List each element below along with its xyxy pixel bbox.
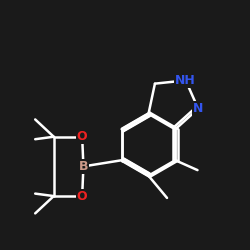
Text: O: O bbox=[77, 190, 88, 202]
Text: B: B bbox=[79, 160, 88, 173]
Text: NH: NH bbox=[175, 74, 196, 87]
Text: N: N bbox=[193, 102, 203, 115]
Text: O: O bbox=[77, 130, 88, 143]
